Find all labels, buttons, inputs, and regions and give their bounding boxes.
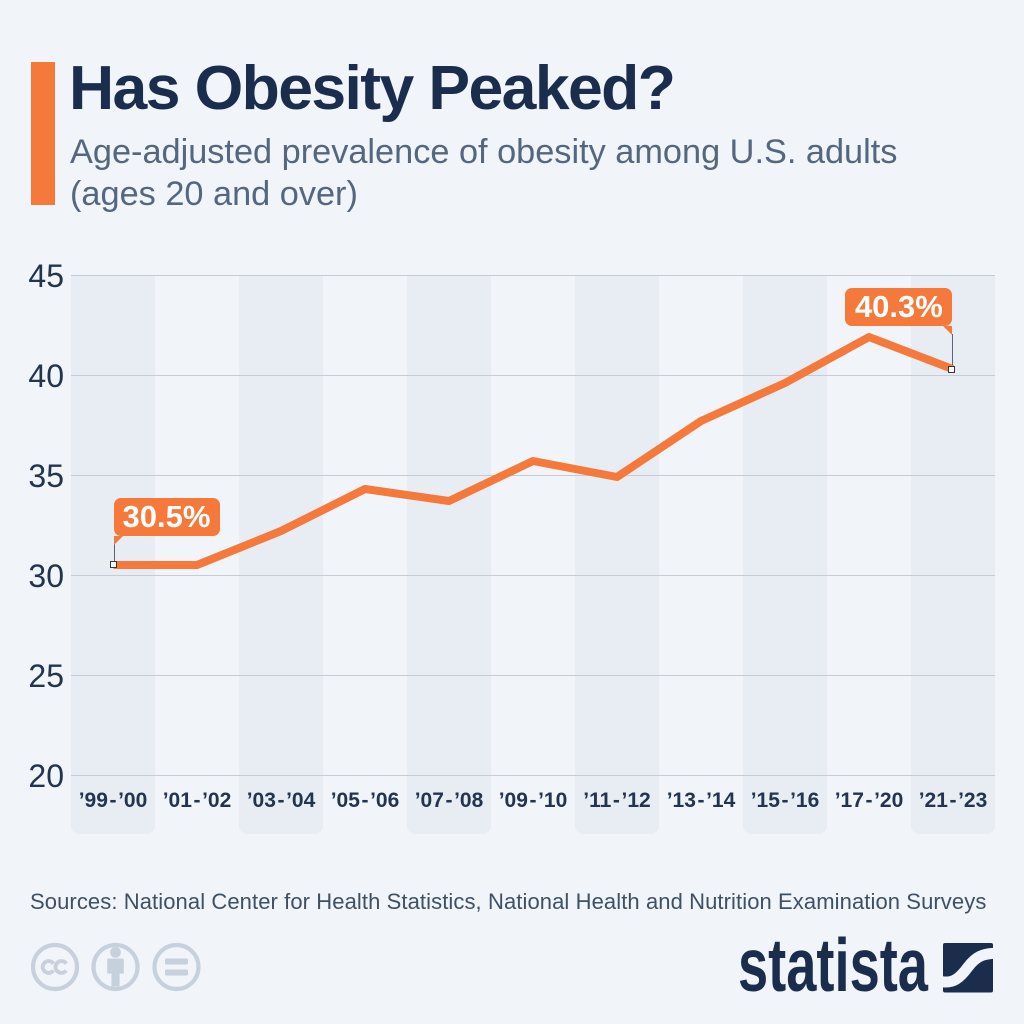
svg-text:statista: statista (738, 935, 929, 1000)
